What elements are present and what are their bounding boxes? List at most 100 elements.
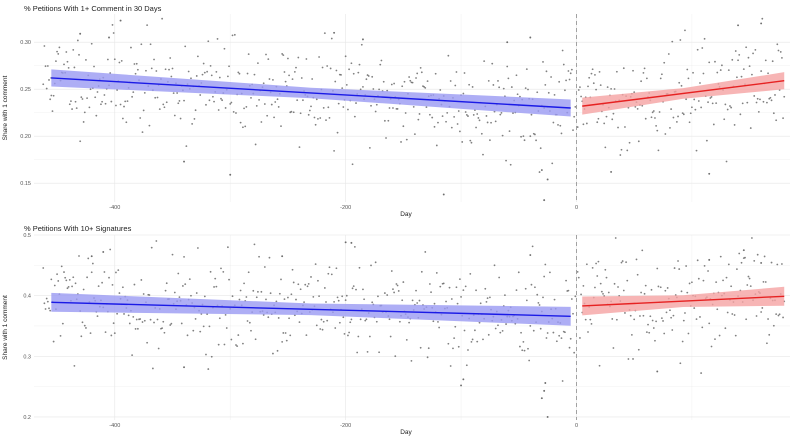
scatter-point bbox=[650, 116, 653, 119]
scatter-point bbox=[485, 115, 488, 117]
scatter-point bbox=[654, 339, 656, 342]
scatter-point bbox=[685, 98, 688, 101]
scatter-point bbox=[134, 328, 137, 330]
scatter-point bbox=[696, 259, 699, 262]
scatter-point bbox=[460, 384, 463, 387]
scatter-point bbox=[485, 300, 488, 303]
scatter-point bbox=[724, 103, 727, 106]
scatter-point bbox=[307, 282, 310, 285]
scatter-point bbox=[745, 318, 748, 321]
scatter-point bbox=[753, 259, 756, 262]
scatter-point bbox=[652, 327, 655, 329]
scatter-point bbox=[552, 331, 555, 334]
scatter-point bbox=[118, 292, 121, 294]
scatter-point bbox=[663, 61, 666, 64]
scatter-point bbox=[288, 317, 290, 320]
scatter-point bbox=[136, 327, 139, 330]
panel-1-y-axis-label: Share with 1 comment bbox=[2, 75, 9, 140]
scatter-point bbox=[140, 43, 143, 46]
scatter-point bbox=[736, 76, 738, 79]
scatter-point bbox=[723, 118, 726, 121]
scatter-point bbox=[455, 71, 458, 73]
panel-1-y-tick-labels: 0.15 0.20 0.25 0.30 bbox=[20, 40, 31, 187]
scatter-point bbox=[183, 256, 185, 258]
scatter-point bbox=[185, 145, 188, 148]
scatter-point bbox=[181, 285, 184, 287]
scatter-point bbox=[519, 95, 521, 98]
scatter-point bbox=[243, 107, 245, 110]
scatter-point bbox=[306, 285, 309, 288]
scatter-point bbox=[561, 49, 564, 52]
scatter-point bbox=[606, 86, 609, 89]
fit-line-post bbox=[582, 80, 785, 107]
scatter-point bbox=[237, 334, 240, 336]
scatter-point bbox=[357, 71, 360, 74]
scatter-point bbox=[753, 95, 756, 97]
scatter-point bbox=[231, 34, 234, 37]
scatter-point bbox=[48, 307, 50, 310]
scatter-point bbox=[285, 339, 288, 342]
scatter-point bbox=[657, 285, 660, 288]
scatter-point bbox=[131, 354, 134, 356]
scatter-point bbox=[258, 98, 260, 101]
scatter-point bbox=[587, 85, 589, 88]
scatter-point bbox=[319, 328, 322, 330]
scatter-point bbox=[733, 314, 736, 316]
scatter-point bbox=[463, 72, 466, 74]
scatter-point bbox=[597, 117, 600, 120]
scatter-point bbox=[681, 340, 684, 343]
scatter-point bbox=[371, 301, 374, 304]
scatter-point bbox=[565, 79, 567, 82]
scatter-point bbox=[738, 53, 741, 56]
scatter-point bbox=[190, 77, 192, 80]
scatter-point bbox=[385, 137, 387, 139]
scatter-point bbox=[697, 277, 700, 280]
scatter-point bbox=[679, 39, 682, 41]
scatter-point bbox=[336, 131, 339, 134]
scatter-point bbox=[449, 365, 452, 367]
scatter-point bbox=[672, 314, 675, 317]
scatter-point bbox=[42, 83, 45, 86]
scatter-point bbox=[253, 243, 256, 246]
panel-2-y-tick-label: 0.2 bbox=[23, 415, 31, 421]
scatter-point bbox=[438, 326, 441, 329]
scatter-point bbox=[86, 276, 88, 279]
scatter-point bbox=[161, 17, 164, 20]
scatter-point bbox=[523, 139, 526, 142]
scatter-point bbox=[686, 291, 689, 294]
scatter-point bbox=[454, 325, 457, 328]
scatter-point bbox=[188, 278, 191, 281]
scatter-point bbox=[277, 317, 280, 319]
scatter-point bbox=[363, 298, 366, 301]
scatter-point bbox=[85, 59, 87, 61]
scatter-point bbox=[540, 397, 543, 400]
scatter-point bbox=[536, 91, 539, 94]
scatter-point bbox=[380, 59, 383, 62]
scatter-point bbox=[340, 73, 342, 76]
scatter-point bbox=[699, 82, 701, 84]
scatter-point bbox=[95, 114, 98, 117]
scatter-point bbox=[700, 372, 703, 374]
scatter-point bbox=[366, 350, 369, 353]
scatter-point bbox=[456, 302, 459, 305]
scatter-point bbox=[287, 57, 289, 60]
scatter-point bbox=[546, 178, 549, 181]
scatter-point bbox=[755, 315, 758, 317]
scatter-point bbox=[671, 329, 674, 331]
scatter-point bbox=[455, 286, 458, 289]
panel-1-x-tick-label: -200 bbox=[340, 205, 351, 211]
scatter-point bbox=[715, 281, 718, 284]
scatter-point bbox=[756, 97, 759, 100]
scatter-point bbox=[298, 146, 301, 149]
scatter-point bbox=[727, 69, 730, 72]
scatter-point bbox=[632, 69, 634, 72]
scatter-point bbox=[492, 84, 495, 86]
scatter-point bbox=[65, 51, 68, 53]
scatter-point bbox=[579, 86, 581, 89]
scatter-point bbox=[633, 91, 636, 94]
scatter-point bbox=[365, 318, 368, 321]
scatter-point bbox=[103, 94, 106, 96]
scatter-point bbox=[82, 121, 85, 123]
scatter-point bbox=[613, 88, 616, 90]
